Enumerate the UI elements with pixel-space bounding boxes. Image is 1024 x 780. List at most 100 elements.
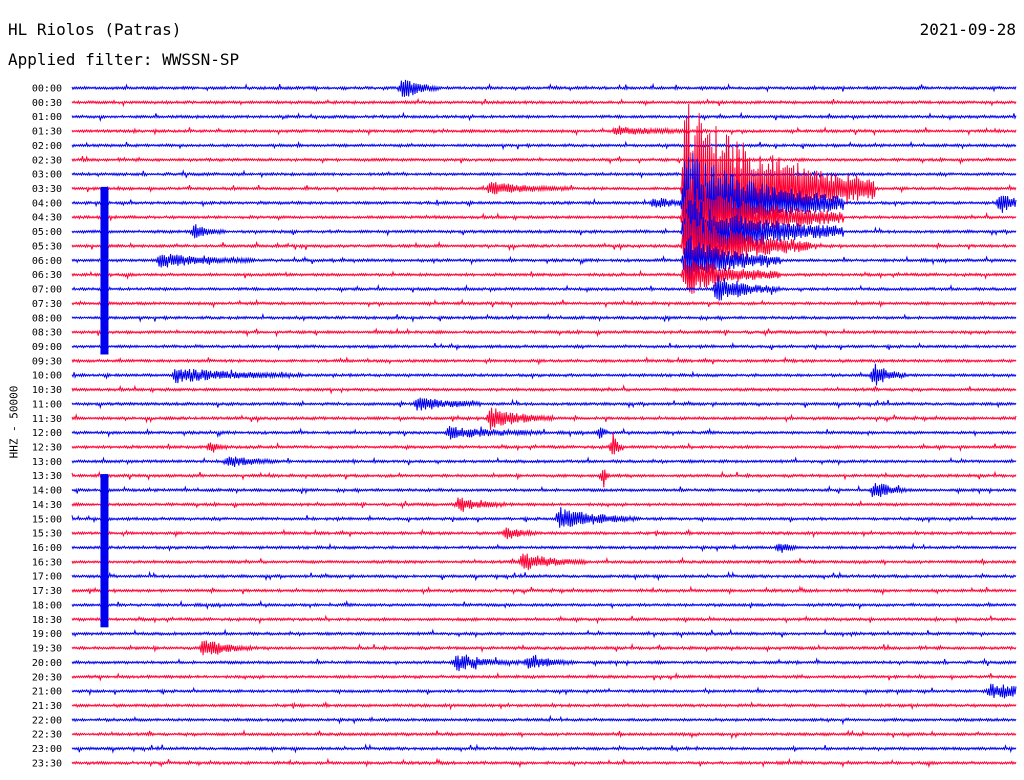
trace-line-1130 [71, 407, 1017, 430]
time-tick-label: 20:30 [32, 672, 62, 683]
trace-line-1930 [71, 640, 1017, 656]
trace-line-2200 [71, 714, 1017, 726]
trace-line-1600 [71, 542, 1017, 553]
trace-line-0100 [71, 111, 1017, 123]
time-tick-label: 19:00 [32, 629, 62, 640]
date-label: 2021-09-28 [919, 20, 1016, 39]
station-title: HL Riolos (Patras) [8, 20, 182, 39]
trace-line-1800 [71, 599, 1017, 611]
trace-line-0800 [71, 312, 1017, 323]
time-tick-label: 00:30 [32, 98, 62, 109]
time-tick-label: 16:30 [32, 557, 62, 568]
time-tick-label: 00:00 [32, 84, 62, 95]
time-tick-label: 07:00 [32, 285, 62, 296]
time-tick-label: 18:00 [32, 600, 62, 611]
trace-line-1430 [71, 497, 1017, 512]
trace-line-1500 [71, 507, 1017, 528]
trace-line-1830 [71, 614, 1017, 625]
filter-label: Applied filter: WWSSN-SP [8, 50, 240, 69]
trace-line-1530 [71, 527, 1017, 540]
trace-line-1330 [71, 469, 1017, 488]
time-tick-label: 11:00 [32, 399, 62, 410]
time-tick-label: 10:00 [32, 371, 62, 382]
trace-line-2130 [71, 700, 1017, 711]
trace-line-1700 [71, 570, 1017, 582]
trace-line-0400 [71, 153, 1017, 247]
trace-line-0900 [71, 342, 1017, 352]
trace-line-0600 [71, 235, 1017, 285]
trace-line-0230 [71, 155, 1017, 165]
trace-line-0930 [71, 356, 1017, 366]
time-tick-label: 11:30 [32, 414, 62, 425]
trace-line-1030 [71, 384, 1017, 395]
trace-line-2300 [71, 743, 1017, 754]
time-tick-label: 20:00 [32, 658, 62, 669]
time-tick-label: 23:00 [32, 744, 62, 755]
trace-line-2230 [71, 729, 1017, 740]
clipping-spike-1 [100, 186, 109, 355]
trace-line-0330 [71, 103, 1017, 270]
time-tick-label: 04:30 [32, 213, 62, 224]
time-tick-label: 16:00 [32, 543, 62, 554]
trace-line-1000 [71, 363, 1017, 386]
trace-line-0130 [71, 125, 1017, 137]
time-tick-label: 09:00 [32, 342, 62, 353]
time-tick-label: 13:00 [32, 457, 62, 468]
time-tick-label: 05:00 [32, 227, 62, 238]
time-tick-label: 06:30 [32, 270, 62, 281]
time-tick-label: 14:30 [32, 500, 62, 511]
trace-line-2330 [71, 757, 1017, 769]
time-tick-label: 08:00 [32, 313, 62, 324]
trace-line-1900 [71, 628, 1017, 639]
trace-line-1230 [71, 433, 1017, 455]
trace-line-0500 [71, 200, 1017, 268]
time-tick-label: 02:00 [32, 141, 62, 152]
time-tick-label: 21:00 [32, 687, 62, 698]
trace-line-1730 [71, 585, 1017, 596]
seismic-traces [71, 79, 1017, 769]
trace-line-0000 [71, 79, 1017, 97]
time-tick-label: 07:30 [32, 299, 62, 310]
time-tick-label: 03:30 [32, 184, 62, 195]
trace-line-2100 [71, 683, 1017, 699]
trace-line-1300 [71, 456, 1017, 467]
time-tick-label: 01:00 [32, 112, 62, 123]
trace-line-2000 [71, 654, 1017, 672]
trace-line-0630 [71, 258, 1017, 294]
time-tick-label: 22:00 [32, 715, 62, 726]
time-tick-label: 23:30 [32, 758, 62, 769]
time-tick-label: 09:30 [32, 356, 62, 367]
time-tick-label: 17:30 [32, 586, 62, 597]
clipping-spike-2 [100, 474, 109, 628]
time-labels: 00:00 00:30 01:00 01:30 02:00 02:30 03:00 03:30… [32, 84, 62, 770]
time-tick-label: 15:00 [32, 514, 62, 525]
trace-line-0300 [71, 169, 1017, 179]
trace-line-1200 [71, 426, 1017, 440]
trace-line-0030 [71, 97, 1017, 108]
time-tick-label: 19:30 [32, 644, 62, 655]
time-tick-label: 10:30 [32, 385, 62, 396]
time-tick-label: 03:00 [32, 170, 62, 181]
trace-line-0530 [71, 213, 1017, 280]
time-tick-label: 08:30 [32, 328, 62, 339]
trace-line-2030 [71, 672, 1017, 682]
trace-line-0830 [71, 327, 1017, 338]
time-tick-label: 22:30 [32, 730, 62, 741]
time-tick-label: 14:00 [32, 486, 62, 497]
time-tick-label: 05:30 [32, 241, 62, 252]
trace-line-0430 [71, 178, 1017, 258]
trace-line-0730 [71, 298, 1017, 309]
trace-line-0200 [71, 140, 1017, 151]
trace-line-1400 [71, 483, 1017, 498]
time-tick-label: 15:30 [32, 529, 62, 540]
time-tick-label: 04:00 [32, 198, 62, 209]
time-tick-label: 06:00 [32, 256, 62, 267]
time-tick-label: 01:30 [32, 127, 62, 138]
time-tick-label: 18:30 [32, 615, 62, 626]
time-tick-label: 13:30 [32, 471, 62, 482]
time-tick-label: 21:30 [32, 701, 62, 712]
trace-line-0700 [71, 275, 1017, 301]
time-tick-label: 02:30 [32, 155, 62, 166]
trace-line-1630 [71, 553, 1017, 571]
